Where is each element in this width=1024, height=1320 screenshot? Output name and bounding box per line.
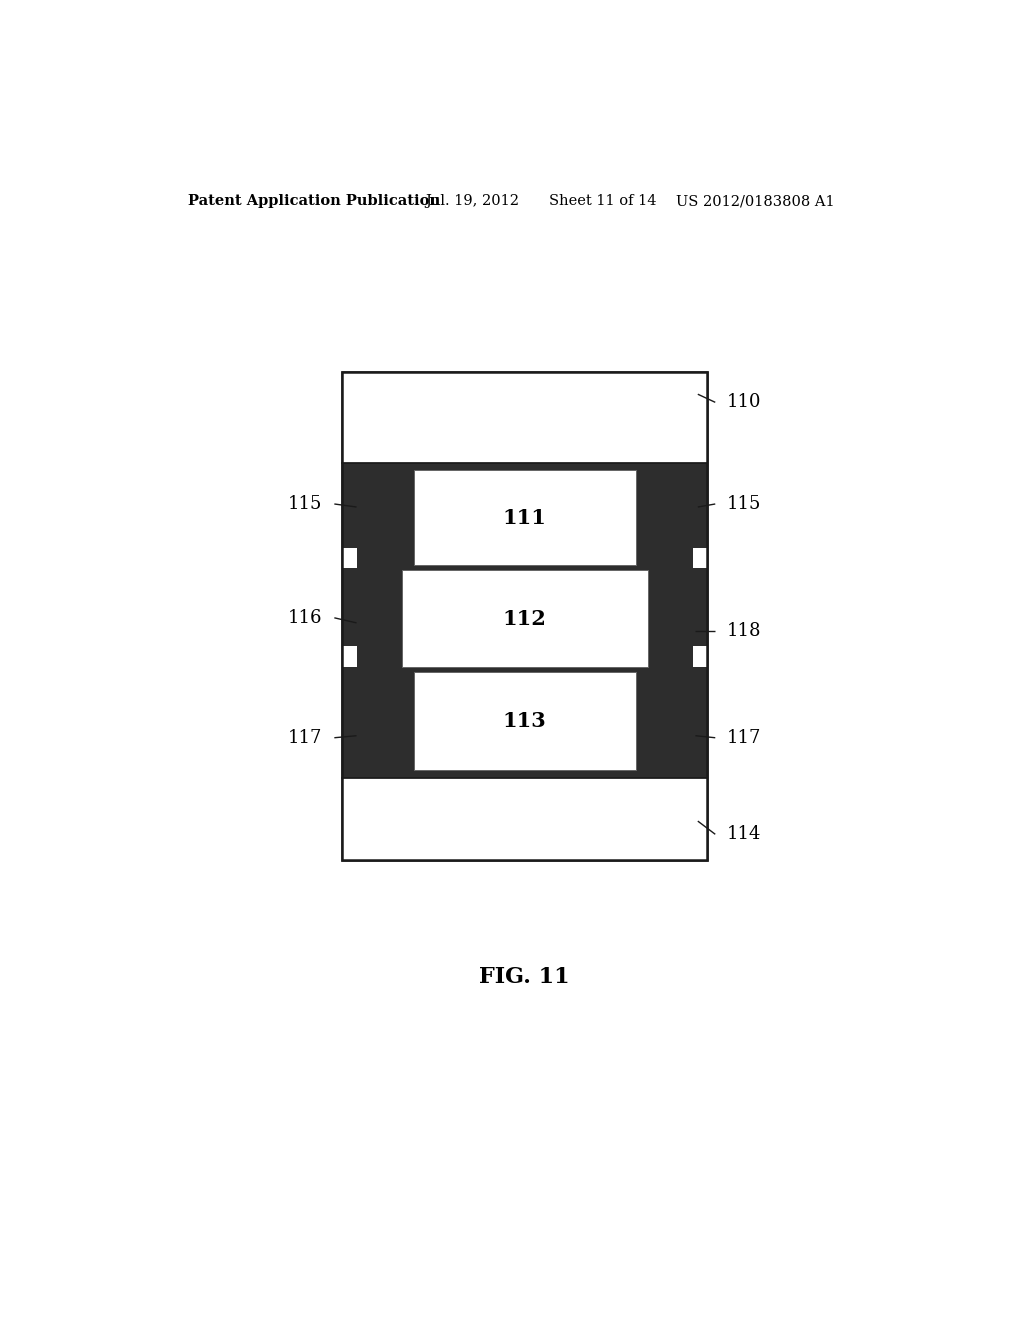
Bar	[414, 672, 636, 771]
Bar	[342, 647, 356, 667]
Text: 114: 114	[727, 825, 762, 843]
Bar	[342, 548, 356, 568]
Bar	[342, 463, 708, 779]
Text: Jul. 19, 2012: Jul. 19, 2012	[426, 194, 519, 209]
Text: 110: 110	[727, 393, 762, 412]
Text: 112: 112	[503, 609, 547, 628]
Text: 115: 115	[288, 495, 323, 513]
Text: 111: 111	[503, 508, 547, 528]
Bar	[342, 372, 708, 463]
Text: 116: 116	[288, 609, 323, 627]
Bar	[342, 372, 708, 859]
Text: 118: 118	[727, 622, 762, 640]
Text: US 2012/0183808 A1: US 2012/0183808 A1	[676, 194, 835, 209]
Text: FIG. 11: FIG. 11	[479, 966, 570, 987]
Text: 117: 117	[288, 729, 323, 747]
Bar	[693, 647, 708, 667]
Text: 115: 115	[727, 495, 762, 513]
Bar	[693, 548, 708, 568]
Text: Sheet 11 of 14: Sheet 11 of 14	[549, 194, 656, 209]
Text: Patent Application Publication: Patent Application Publication	[187, 194, 439, 209]
Text: 113: 113	[503, 711, 547, 731]
Bar	[342, 372, 708, 859]
Bar	[342, 779, 708, 859]
Bar	[414, 470, 636, 565]
Bar	[401, 570, 648, 667]
Text: 117: 117	[727, 729, 762, 747]
